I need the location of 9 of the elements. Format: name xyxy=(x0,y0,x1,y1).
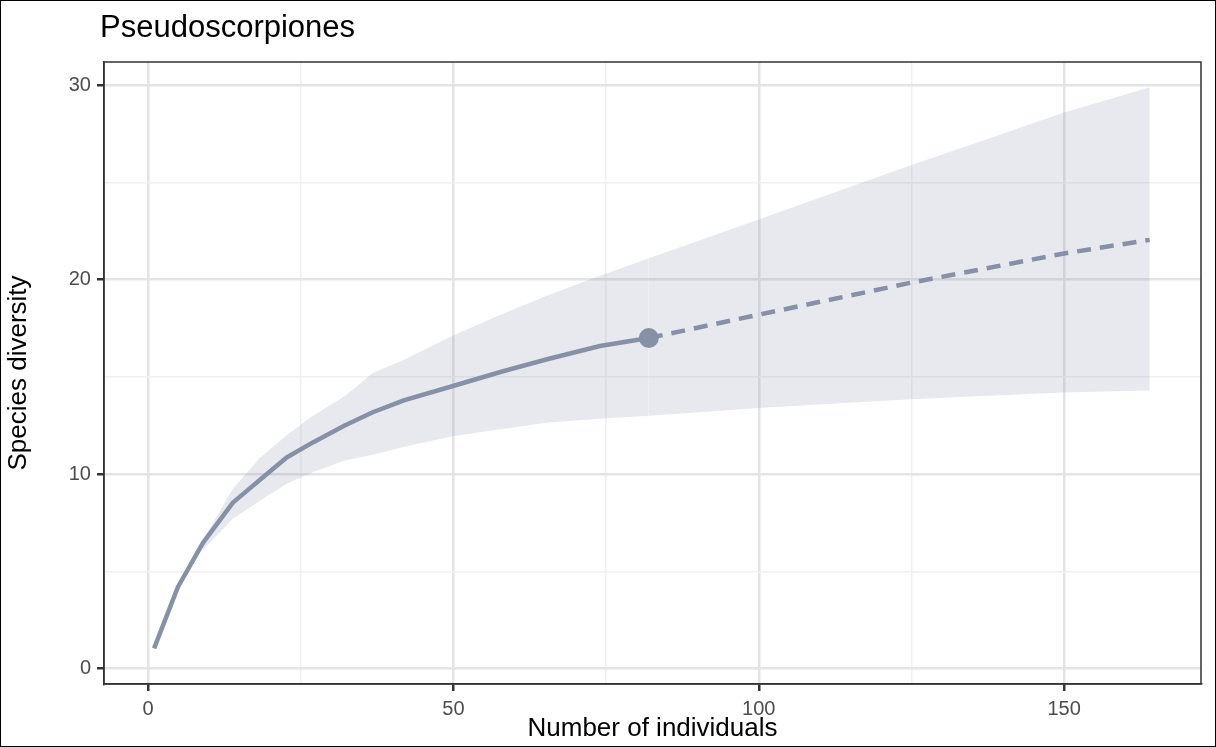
y-tick-label: 10 xyxy=(68,461,91,484)
y-tick-label: 20 xyxy=(68,267,91,290)
y-axis-title: Species diversity xyxy=(1,275,32,471)
x-tick-label: 0 xyxy=(142,696,154,719)
y-tick-label: 0 xyxy=(79,655,91,678)
chart-title: Pseudoscorpiones xyxy=(100,9,356,45)
x-tick-label: 150 xyxy=(1047,696,1081,719)
y-tick-label: 30 xyxy=(68,72,91,95)
x-tick-label: 50 xyxy=(442,696,465,719)
